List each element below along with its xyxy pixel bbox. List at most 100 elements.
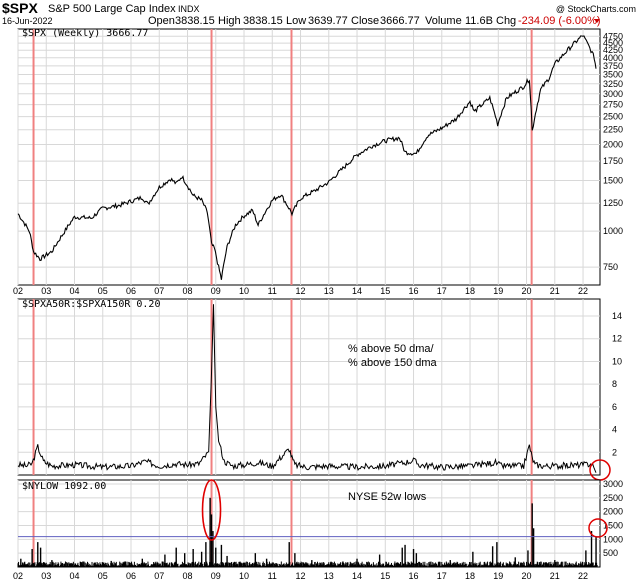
lows-ytick-3000: 3000	[603, 479, 623, 489]
lows-series-label: $NYLOW 1092.00	[22, 481, 106, 492]
lows-xtick-10: 10	[239, 571, 249, 581]
ratio-ytick-8: 8	[612, 379, 617, 389]
lows-ytick-2000: 2000	[603, 507, 623, 517]
ratio-ytick-14: 14	[612, 311, 622, 321]
price-xtick-16: 16	[409, 286, 419, 296]
price-ytick-2000: 2000	[603, 139, 623, 149]
header-open-label: Open	[148, 15, 175, 27]
price-ytick-750: 750	[603, 262, 618, 272]
header-chg-label: Chg	[496, 15, 516, 27]
ratio-annotation-line1: % above 50 dma/	[348, 343, 435, 355]
header-volume: 11.6B	[465, 15, 493, 27]
header-low: 3639.77	[308, 15, 348, 27]
ratio-annotation-line2: % above 150 dma	[348, 357, 438, 369]
lows-ytick-500: 500	[603, 548, 618, 558]
price-ytick-2500: 2500	[603, 112, 623, 122]
lows-xtick-08: 08	[183, 571, 193, 581]
header-high-label: High	[218, 15, 241, 27]
ratio-panel: 2 4 6 8 10 12 14	[17, 298, 622, 481]
lows-xtick-19: 19	[493, 571, 503, 581]
price-xtick-11: 11	[268, 286, 277, 296]
lows-ytick-1000: 1000	[603, 534, 623, 544]
price-ytick-4500: 4500	[603, 38, 623, 48]
lows-xtick-06: 06	[126, 571, 136, 581]
ratio-ytick-2: 2	[612, 447, 617, 457]
price-xtick-03: 03	[41, 286, 51, 296]
lows-title: NYSE 52w lows	[348, 491, 427, 503]
header-date: 16-Jun-2022	[2, 16, 53, 26]
price-xtick-13: 13	[324, 286, 334, 296]
price-ytick-2250: 2250	[603, 125, 623, 135]
lows-xtick-07: 07	[154, 571, 164, 581]
price-xtick-08: 08	[183, 286, 193, 296]
price-xtick-04: 04	[69, 286, 79, 296]
price-ytick-3750: 3750	[603, 61, 623, 71]
price-xtick-15: 15	[380, 286, 390, 296]
ratio-frame	[17, 298, 601, 476]
price-xtick-18: 18	[465, 286, 475, 296]
lows-xtick-12: 12	[296, 571, 306, 581]
ratio-series-label: $SPXA50R:$SPXA150R 0.20	[22, 299, 160, 310]
header-close: 3666.77	[380, 15, 420, 27]
price-xtick-09: 09	[211, 286, 221, 296]
price-xtick-17: 17	[437, 286, 447, 296]
ratio-ytick-12: 12	[612, 334, 622, 344]
lows-xtick-04: 04	[69, 571, 79, 581]
price-xtick-22: 22	[578, 286, 588, 296]
lows-ytick-1500: 1500	[603, 521, 623, 531]
ratio-ytick-4: 4	[612, 425, 617, 435]
price-ytick-1000: 1000	[603, 226, 623, 236]
header-credit: @ StockCharts.com	[556, 4, 636, 14]
lows-frame	[17, 479, 601, 568]
lows-xtick-09: 09	[211, 571, 221, 581]
lows-xtick-02: 02	[13, 571, 23, 581]
ratio-ytick-10: 10	[612, 356, 622, 366]
lows-xtick-18: 18	[465, 571, 475, 581]
price-series-line	[17, 35, 597, 280]
lows-xtick-03: 03	[41, 571, 51, 581]
price-ytick-4250: 4250	[603, 45, 623, 55]
price-ytick-2750: 2750	[603, 100, 623, 110]
price-xtick-10: 10	[239, 286, 249, 296]
lows-panel: 500 1000 1500 2000 2500 3000 02 03 04 05 06 07 08 09 1…	[13, 479, 623, 581]
lows-xtick-15: 15	[380, 571, 390, 581]
price-xtick-20: 20	[522, 286, 532, 296]
price-xtick-19: 19	[493, 286, 503, 296]
price-ytick-4000: 4000	[603, 53, 623, 63]
chg-down-icon	[594, 19, 600, 23]
header-volume-label: Volume	[425, 15, 462, 27]
header-exchange: INDX	[178, 4, 200, 14]
header-chg: -234.09 (-6.00%)	[518, 15, 601, 27]
price-xtick-12: 12	[296, 286, 306, 296]
ratio-series-line	[17, 304, 597, 473]
price-xtick-05: 05	[98, 286, 108, 296]
lows-xtick-14: 14	[352, 571, 362, 581]
price-ytick-3250: 3250	[603, 79, 623, 89]
lows-xtick-17: 17	[437, 571, 447, 581]
lows-xtick-13: 13	[324, 571, 334, 581]
price-ytick-3500: 3500	[603, 69, 623, 79]
lows-2008-circle	[201, 479, 222, 541]
price-series-label: $SPX (Weekly) 3666.77	[22, 28, 148, 39]
price-xtick-02: 02	[13, 286, 23, 296]
lows-xtick-05: 05	[98, 571, 108, 581]
lows-xtick-11: 11	[268, 571, 277, 581]
price-panel: 7501000125015001750200022502500275030003…	[13, 28, 623, 296]
price-frame	[17, 28, 601, 286]
header-symbol: $SPX	[2, 0, 38, 16]
price-xtick-14: 14	[352, 286, 362, 296]
lows-xtick-22: 22	[578, 571, 588, 581]
lows-current-circle	[588, 518, 608, 538]
lows-xtick-16: 16	[409, 571, 419, 581]
price-ytick-1750: 1750	[603, 156, 623, 166]
header-close-label: Close	[351, 15, 379, 27]
price-xtick-07: 07	[154, 286, 164, 296]
lows-ytick-2500: 2500	[603, 493, 623, 503]
lows-xtick-20: 20	[522, 571, 532, 581]
lows-xtick-21: 21	[550, 571, 560, 581]
price-ytick-4750: 4750	[603, 31, 623, 41]
ratio-ytick-6: 6	[612, 402, 617, 412]
price-ytick-1500: 1500	[603, 175, 623, 185]
header-name: S&P 500 Large Cap Index	[48, 3, 176, 15]
